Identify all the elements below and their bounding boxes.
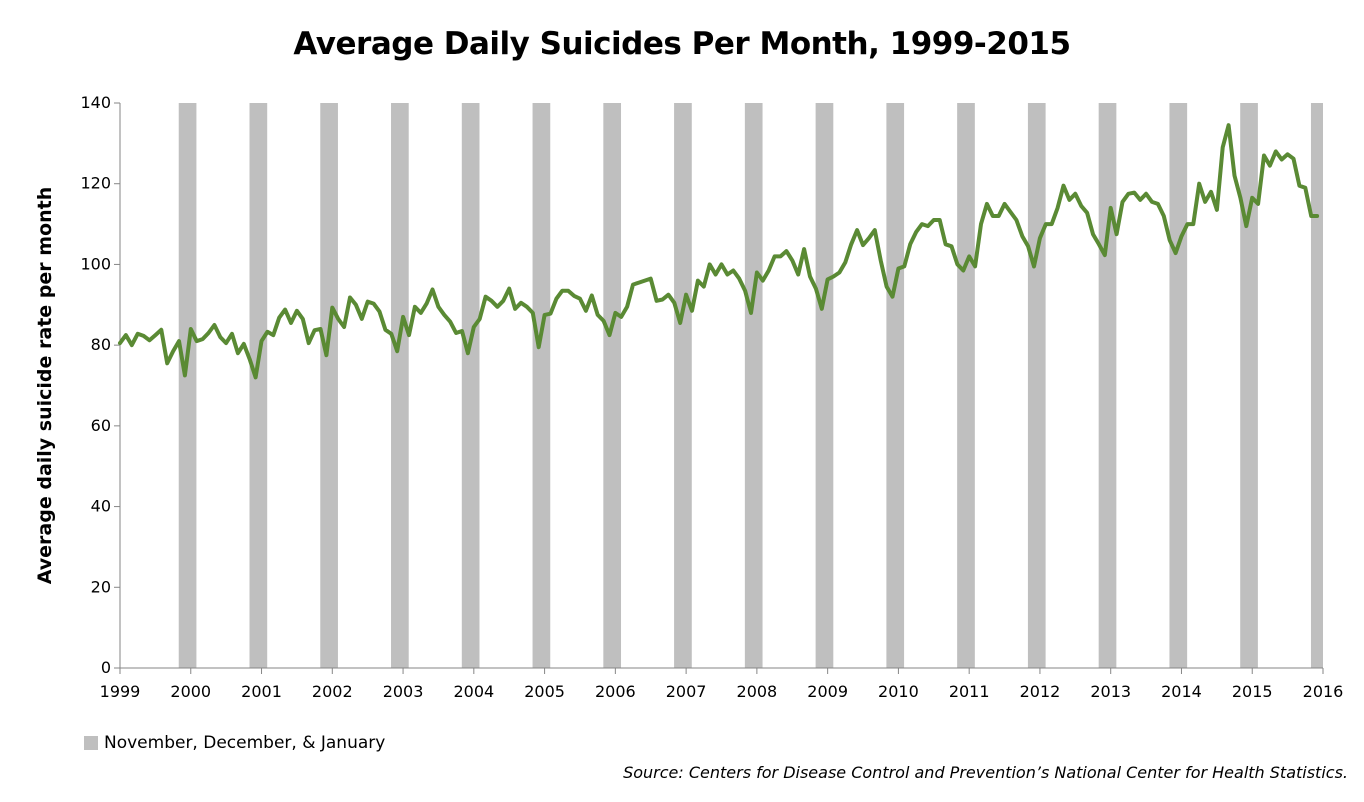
y-tick-label: 100 — [80, 254, 111, 273]
shaded-band — [1098, 103, 1117, 668]
shaded-band — [1027, 103, 1046, 668]
x-tick-label: 2012 — [1020, 682, 1061, 701]
shaded-band — [815, 103, 834, 668]
x-tick-label: 2013 — [1090, 682, 1131, 701]
shaded-band — [674, 103, 692, 668]
legend: November, December, & January — [84, 733, 385, 753]
x-tick-label: 2006 — [595, 682, 636, 701]
x-tick-label: 2011 — [949, 682, 990, 701]
y-tick-label: 80 — [91, 335, 111, 354]
chart-title: Average Daily Suicides Per Month, 1999-2… — [293, 26, 1071, 62]
y-tick-label: 0 — [101, 658, 111, 677]
x-tick-label: 2016 — [1303, 682, 1344, 701]
shaded-band — [391, 103, 409, 668]
shaded-band — [461, 103, 480, 668]
shaded-band — [603, 103, 622, 668]
legend-label: November, December, & January — [104, 733, 386, 753]
x-tick-label: 2003 — [383, 682, 424, 701]
x-tick-label: 2010 — [878, 682, 919, 701]
x-tick-label: 2004 — [453, 682, 494, 701]
shaded-band — [1240, 103, 1258, 668]
shaded-band — [249, 103, 268, 668]
x-tick-label: 2009 — [807, 682, 848, 701]
y-tick-label: 140 — [80, 93, 111, 112]
shaded-band — [744, 103, 763, 668]
series-line — [118, 123, 1320, 380]
shaded-band — [886, 103, 905, 668]
shaded-band — [532, 103, 551, 668]
shaded-band — [1310, 103, 1323, 668]
x-tick-label: 2001 — [241, 682, 282, 701]
x-tick-label: 2008 — [737, 682, 778, 701]
shaded-band — [178, 103, 197, 668]
y-tick-label: 40 — [91, 497, 111, 516]
x-tick-label: 1999 — [100, 682, 141, 701]
x-tick-label: 2015 — [1232, 682, 1273, 701]
x-tick-label: 2014 — [1161, 682, 1202, 701]
shaded-band — [320, 103, 338, 668]
y-axis-label: Average daily suicide rate per month — [34, 187, 56, 585]
x-tick-label: 2005 — [524, 682, 565, 701]
shaded-band — [957, 103, 975, 668]
shaded-band — [1169, 103, 1188, 668]
x-tick-label: 2002 — [312, 682, 353, 701]
x-tick-label: 2007 — [666, 682, 707, 701]
x-tick-label: 2000 — [170, 682, 211, 701]
y-tick-label: 120 — [80, 174, 111, 193]
source-note: Source: Centers for Disease Control and … — [623, 763, 1348, 782]
y-tick-label: 20 — [91, 577, 111, 596]
y-tick-label: 60 — [91, 416, 111, 435]
legend-swatch — [84, 736, 98, 750]
